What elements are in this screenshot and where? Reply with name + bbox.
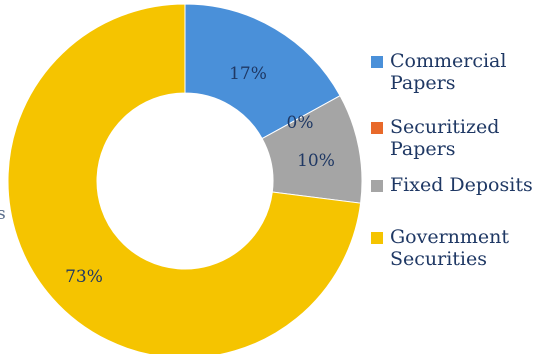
legend-label-fixed-deposits: Fixed Deposits xyxy=(390,174,533,196)
legend-item-fixed-deposits: Fixed Deposits xyxy=(371,174,549,196)
chart-legend: Commercial Papers Securitized Papers Fix… xyxy=(371,50,549,270)
slice-commercial-papers xyxy=(184,3,341,140)
data-label-securitized-papers: 0% xyxy=(287,113,314,133)
legend-label-government-securities-line1: Government xyxy=(390,226,510,248)
data-label-government-securities: 73% xyxy=(65,267,103,287)
data-label-commercial-papers: 17% xyxy=(229,64,267,84)
legend-swatch-government-securities xyxy=(371,232,383,244)
legend-swatch-commercial-papers xyxy=(371,56,383,68)
slice-government-securities xyxy=(7,3,362,354)
legend-swatch-securitized-papers xyxy=(371,122,383,134)
legend-item-commercial-papers: Commercial Papers xyxy=(371,50,549,94)
legend-label-commercial-papers-line1: Commercial xyxy=(390,50,507,72)
legend-label-commercial-papers-line2: Papers xyxy=(390,72,456,94)
legend-label-government-securities-line2: Securities xyxy=(390,248,488,270)
clipped-axis-text: s xyxy=(0,204,6,224)
data-label-fixed-deposits: 10% xyxy=(297,151,335,171)
legend-swatch-fixed-deposits xyxy=(371,180,383,192)
legend-item-securitized-papers: Securitized Papers xyxy=(371,116,549,160)
legend-label-securitized-papers-line1: Securitized xyxy=(390,116,500,138)
legend-item-government-securities: Government Securities xyxy=(371,226,549,270)
legend-label-securitized-papers-line2: Papers xyxy=(390,138,456,160)
